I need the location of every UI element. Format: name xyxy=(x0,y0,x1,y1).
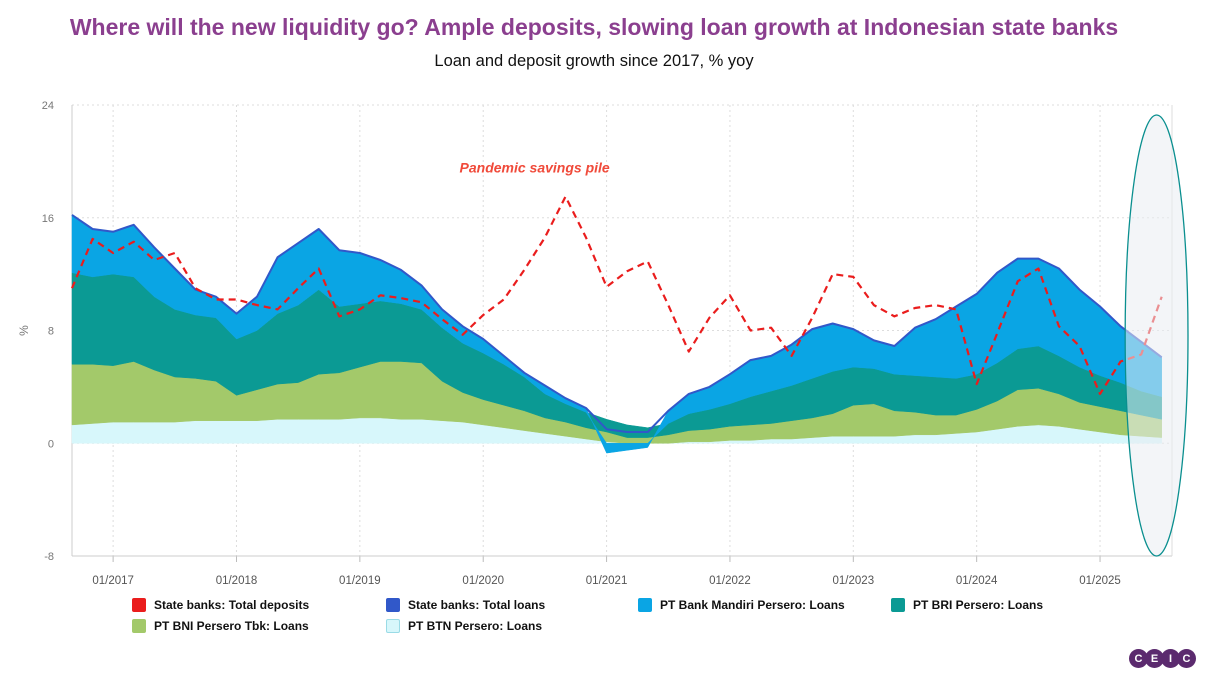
legend-item-bni-loans[interactable]: PT BNI Persero Tbk: Loans xyxy=(132,619,309,633)
legend-swatch xyxy=(386,598,400,612)
y-tick-label: 16 xyxy=(42,213,54,225)
x-tick-label: 01/2019 xyxy=(339,575,381,587)
legend-label: PT BNI Persero Tbk: Loans xyxy=(154,619,309,633)
x-tick-label: 01/2017 xyxy=(92,575,134,587)
legend-swatch xyxy=(386,619,400,633)
y-tick-label: 0 xyxy=(48,438,54,450)
legend-label: PT BRI Persero: Loans xyxy=(913,598,1044,612)
legend-item-btn-loans[interactable]: PT BTN Persero: Loans xyxy=(386,619,542,633)
x-tick-label: 01/2025 xyxy=(1079,575,1121,587)
x-tick-label: 01/2022 xyxy=(709,575,751,587)
x-tick-label: 01/2024 xyxy=(956,575,998,587)
legend-label: State banks: Total loans xyxy=(408,598,546,612)
y-axis-label: % xyxy=(17,325,31,336)
legend-swatch xyxy=(132,619,146,633)
logo-letter: C xyxy=(1129,649,1148,668)
legend-item-total-loans[interactable]: State banks: Total loans xyxy=(386,598,545,612)
legend-swatch xyxy=(132,598,146,612)
legend-item-total-deposits[interactable]: State banks: Total deposits xyxy=(132,598,309,612)
legend-swatch xyxy=(638,598,652,612)
logo-letter: C xyxy=(1177,649,1196,668)
chart-title: Where will the new liquidity go? Ample d… xyxy=(69,14,1119,40)
loans-line xyxy=(71,214,1163,433)
logo-letter: I xyxy=(1161,649,1180,668)
legend-item-bri-loans[interactable]: PT BRI Persero: Loans xyxy=(891,598,1043,612)
logo-letter: E xyxy=(1145,649,1164,668)
legend-item-mandiri-loans[interactable]: PT Bank Mandiri Persero: Loans xyxy=(638,598,845,612)
x-tick-label: 01/2023 xyxy=(833,575,875,587)
x-tick-label: 01/2018 xyxy=(216,575,258,587)
ceic-logo: C E I C xyxy=(1129,649,1196,668)
y-tick-label: 24 xyxy=(42,100,54,112)
legend-label: PT Bank Mandiri Persero: Loans xyxy=(660,598,845,612)
legend-label: PT BTN Persero: Loans xyxy=(408,619,543,633)
y-tick-label: 8 xyxy=(48,326,54,338)
x-tick-label: 01/2021 xyxy=(586,575,628,587)
x-tick-label: 01/2020 xyxy=(462,575,504,587)
chart-subtitle: Loan and deposit growth since 2017, % yo… xyxy=(434,52,754,70)
highlight-ellipse xyxy=(1124,114,1189,557)
annotation-label: Pandemic savings pile xyxy=(460,159,610,175)
legend-swatch xyxy=(891,598,905,612)
legend-label: State banks: Total deposits xyxy=(154,598,310,612)
y-tick-label: -8 xyxy=(44,551,54,563)
deposits-line xyxy=(70,195,1163,395)
